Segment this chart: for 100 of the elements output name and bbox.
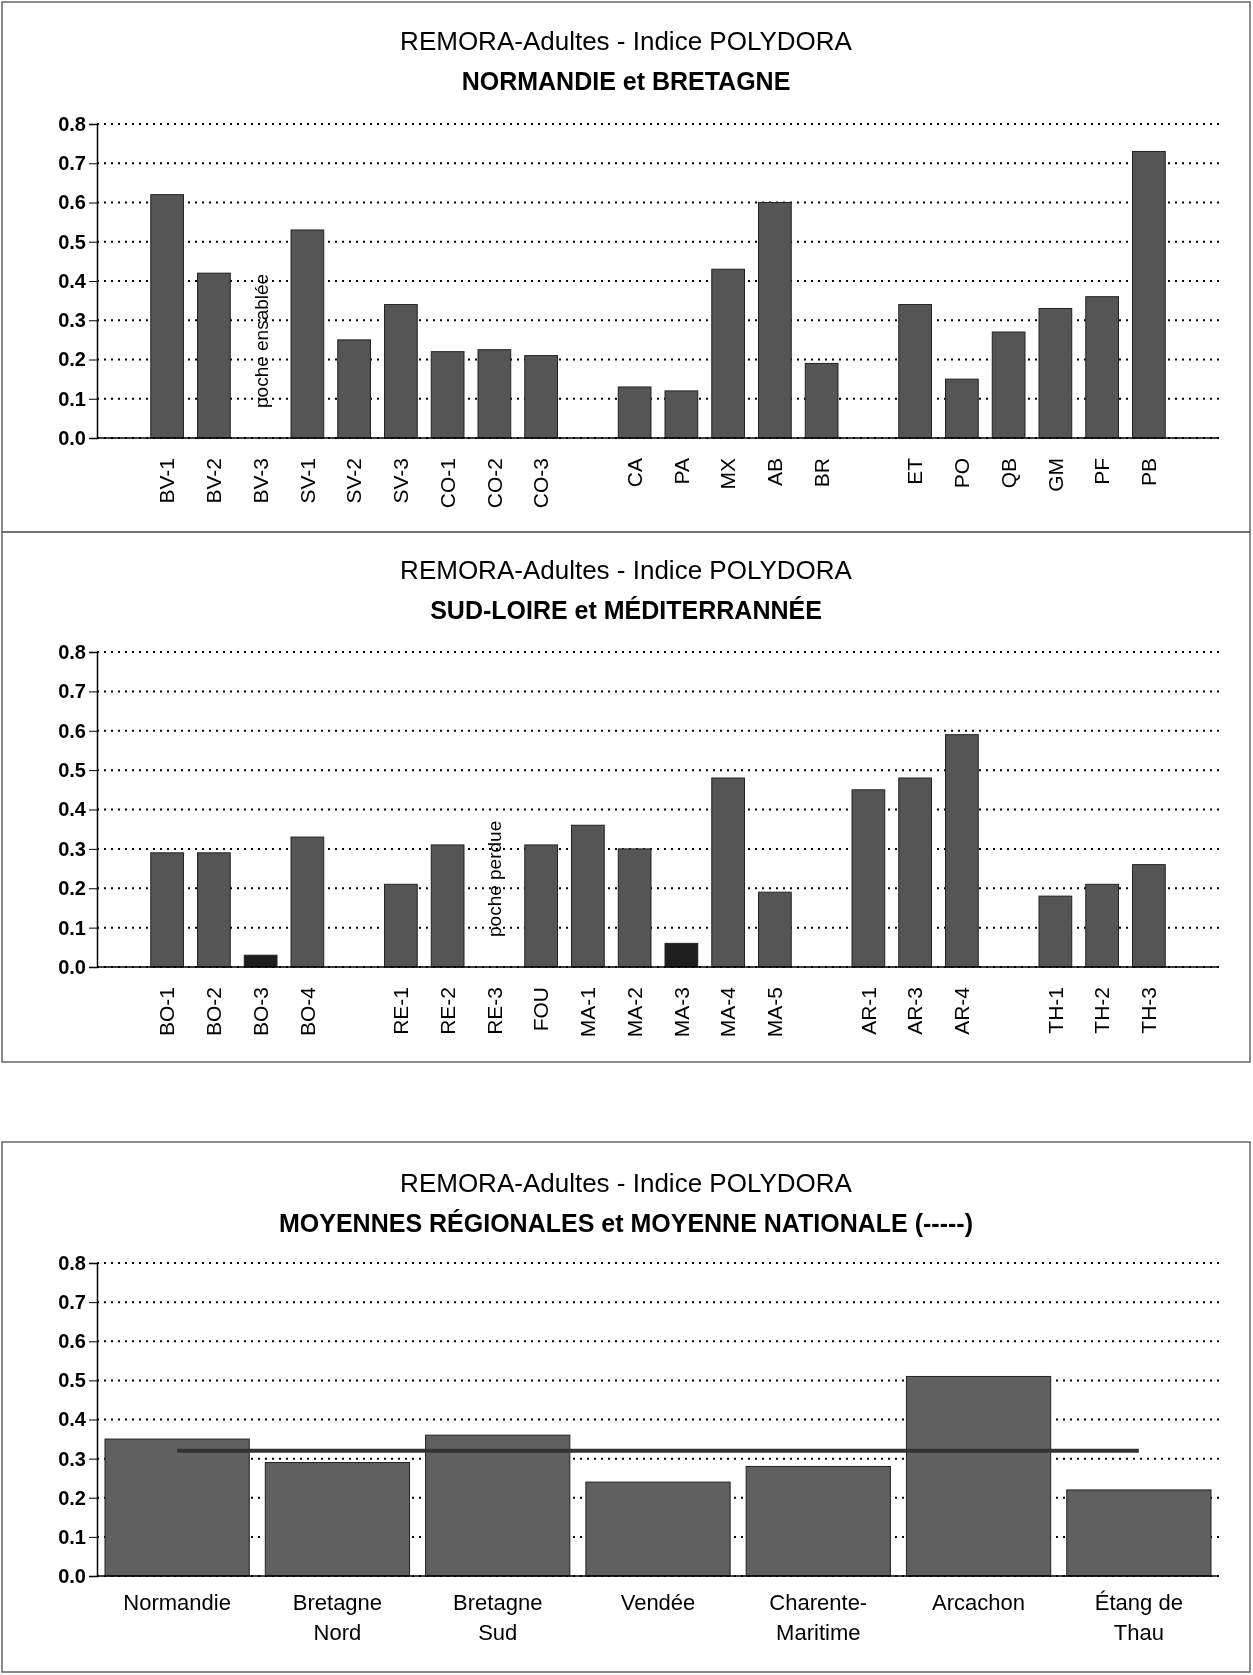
x-tick-label: CA bbox=[622, 458, 646, 488]
x-tick-label: BV-1 bbox=[155, 458, 179, 504]
x-tick-label: AR-4 bbox=[950, 986, 974, 1035]
x-tick-label: RE-3 bbox=[482, 987, 506, 1035]
bar bbox=[243, 954, 278, 968]
bar bbox=[905, 1375, 1052, 1577]
x-tick-label: CO-3 bbox=[529, 458, 553, 509]
x-tick-label: SV-1 bbox=[295, 458, 319, 504]
bar bbox=[1085, 296, 1119, 439]
x-tick-label: Bretagne Nord bbox=[292, 1589, 383, 1646]
y-tick-label: 0.4 bbox=[58, 798, 87, 821]
x-tick-label: Charente-Maritime bbox=[769, 1589, 868, 1646]
x-tick-label: PA bbox=[669, 458, 693, 485]
chart-subtitle: MOYENNES RÉGIONALES et MOYENNE NATIONALE (-----) bbox=[279, 1209, 973, 1237]
x-tick-label: MX bbox=[716, 458, 740, 490]
bar bbox=[1132, 150, 1166, 439]
y-tick-label: 0.6 bbox=[58, 191, 86, 214]
chart-subtitle: SUD-LOIRE et MÉDITERRANNÉE bbox=[430, 596, 822, 624]
bar bbox=[264, 1462, 411, 1577]
y-tick-label: 0.0 bbox=[58, 1564, 86, 1587]
bar bbox=[150, 852, 184, 968]
bar bbox=[1085, 883, 1119, 968]
x-tick-label: AR-1 bbox=[856, 987, 880, 1035]
x-tick-label: BO-2 bbox=[202, 987, 226, 1037]
bar bbox=[290, 229, 325, 439]
bar bbox=[1038, 307, 1073, 439]
y-tick-label: 0.2 bbox=[58, 1486, 86, 1509]
bar bbox=[585, 1481, 731, 1577]
x-tick-label: BO-3 bbox=[248, 987, 272, 1037]
chart-title: REMORA-Adultes - Indice POLYDORA bbox=[400, 26, 853, 56]
annotation: poche perdue bbox=[484, 820, 506, 937]
x-tick-label: GM bbox=[1043, 458, 1067, 492]
y-tick-label: 0.7 bbox=[58, 1291, 86, 1314]
x-tick-label: BO-4 bbox=[295, 986, 319, 1037]
x-tick-label: Arcachon bbox=[932, 1589, 1026, 1615]
bar bbox=[430, 844, 465, 968]
bar bbox=[664, 942, 699, 968]
y-tick-label: 0.1 bbox=[58, 387, 86, 410]
x-tick-label: TH-3 bbox=[1137, 987, 1161, 1034]
x-tick-label: TH-2 bbox=[1090, 987, 1114, 1034]
y-tick-label: 0.1 bbox=[58, 916, 86, 939]
chart-title: REMORA-Adultes - Indice POLYDORA bbox=[400, 1168, 853, 1198]
x-tick-label: BV-2 bbox=[202, 458, 226, 504]
bar bbox=[524, 844, 558, 968]
y-tick-label: 0.2 bbox=[58, 348, 86, 371]
bar bbox=[991, 331, 1026, 439]
bar bbox=[384, 304, 418, 439]
x-tick-label: SV-2 bbox=[342, 458, 366, 504]
x-tick-label: MA-3 bbox=[669, 987, 693, 1038]
y-tick-label: 0.2 bbox=[58, 877, 86, 900]
bar bbox=[150, 194, 184, 439]
bar bbox=[197, 272, 231, 439]
bar bbox=[104, 1438, 250, 1577]
bar bbox=[664, 390, 699, 439]
bar bbox=[524, 355, 558, 439]
x-tick-label: CO-1 bbox=[435, 458, 459, 509]
chart-subtitle: NORMANDIE et BRETAGNE bbox=[461, 67, 791, 95]
bar bbox=[851, 789, 886, 968]
bar bbox=[898, 777, 932, 968]
y-tick-label: 0.3 bbox=[58, 309, 86, 332]
y-tick-label: 0.6 bbox=[58, 719, 86, 742]
y-tick-label: 0.3 bbox=[58, 1447, 86, 1470]
bar bbox=[945, 378, 979, 439]
x-tick-label: PO bbox=[950, 458, 974, 489]
bar bbox=[711, 777, 745, 968]
y-tick-label: 0.7 bbox=[58, 680, 86, 703]
y-tick-label: 0.4 bbox=[58, 1408, 87, 1431]
y-tick-label: 0.5 bbox=[58, 759, 86, 782]
x-tick-label: SV-3 bbox=[389, 458, 413, 504]
bar bbox=[617, 386, 652, 439]
x-tick-label: QB bbox=[996, 458, 1020, 489]
x-tick-label: BO-1 bbox=[155, 987, 179, 1037]
y-tick-label: 0.3 bbox=[58, 837, 86, 860]
x-tick-label: CO-2 bbox=[482, 458, 506, 509]
bar bbox=[1066, 1489, 1212, 1577]
bar bbox=[758, 891, 792, 968]
x-tick-label: AB bbox=[763, 458, 787, 487]
y-tick-label: 0.8 bbox=[58, 112, 86, 135]
x-tick-label: RE-2 bbox=[435, 987, 459, 1035]
bar bbox=[745, 1465, 891, 1577]
y-tick-label: 0.8 bbox=[58, 1251, 86, 1274]
x-tick-label: RE-1 bbox=[389, 987, 413, 1035]
bar bbox=[571, 824, 605, 968]
x-tick-label: MA-1 bbox=[576, 987, 600, 1038]
bar bbox=[477, 349, 512, 439]
x-tick-label: MA-5 bbox=[763, 987, 787, 1038]
bar bbox=[197, 852, 231, 968]
y-tick-label: 0.8 bbox=[58, 640, 86, 663]
bar bbox=[384, 883, 418, 968]
y-tick-label: 0.0 bbox=[58, 426, 86, 449]
y-tick-label: 0.6 bbox=[58, 1330, 86, 1353]
x-tick-label: Étang de Thau bbox=[1094, 1589, 1183, 1646]
x-tick-label: AR-3 bbox=[903, 987, 927, 1035]
annotation: poche ensablée bbox=[250, 273, 272, 408]
x-tick-label: Vendée bbox=[620, 1589, 696, 1615]
x-tick-label: BR bbox=[809, 458, 833, 488]
bar bbox=[337, 339, 371, 439]
x-tick-label: FOU bbox=[529, 987, 553, 1032]
x-tick-label: MA-4 bbox=[716, 986, 740, 1038]
y-tick-label: 0.5 bbox=[58, 1369, 86, 1392]
